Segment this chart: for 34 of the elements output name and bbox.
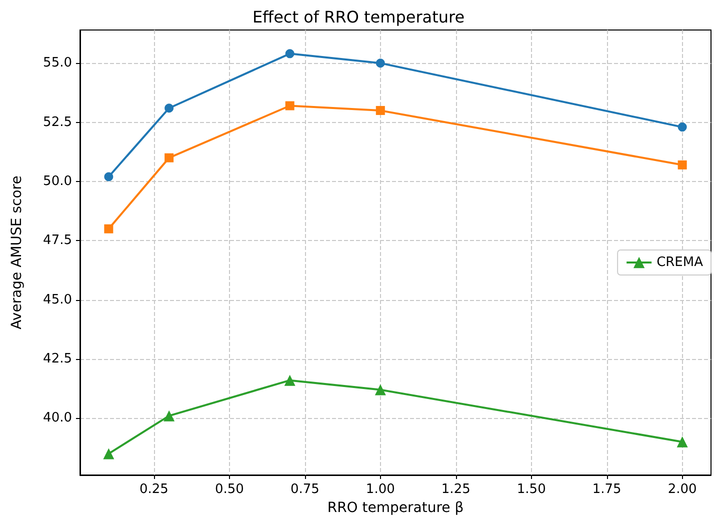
y-tick-label: 55.0 xyxy=(43,56,72,71)
point xyxy=(678,122,687,132)
point xyxy=(285,49,294,58)
point xyxy=(678,160,687,170)
x-tick-label: 1.25 xyxy=(441,482,470,497)
point xyxy=(376,106,385,115)
x-tick-label: 0.50 xyxy=(214,482,244,497)
point xyxy=(103,448,114,460)
y-tick-label: 40.0 xyxy=(43,410,72,426)
chart-title: Effect of RRO temperature xyxy=(252,8,465,26)
y-tick-label: 45.0 xyxy=(43,292,72,308)
x-tick-label: 0.75 xyxy=(290,482,320,497)
x-tick-label: 1.00 xyxy=(366,482,395,497)
x-tick-label: 0.25 xyxy=(139,482,168,497)
point xyxy=(376,58,385,68)
point xyxy=(285,101,294,110)
point xyxy=(164,104,174,113)
y-tick-label: 47.5 xyxy=(43,233,72,248)
y-tick-label: 52.5 xyxy=(43,114,72,130)
y-tick-label: 42.5 xyxy=(43,352,72,367)
point xyxy=(374,384,386,396)
point xyxy=(676,436,688,448)
x-tick-label: 1.50 xyxy=(516,482,546,497)
legend-label: CREMA xyxy=(656,255,704,270)
point xyxy=(104,224,114,234)
x-tick-label: 2.00 xyxy=(668,482,697,497)
point xyxy=(164,410,175,422)
x-tick-label: 1.75 xyxy=(592,482,622,497)
y-tick-label: 50.0 xyxy=(43,174,72,189)
point xyxy=(164,153,174,162)
point xyxy=(104,172,114,182)
y-axis-title: Average AMUSE score xyxy=(9,176,25,330)
x-axis-title: RRO temperature β xyxy=(327,500,464,516)
point xyxy=(284,374,296,386)
